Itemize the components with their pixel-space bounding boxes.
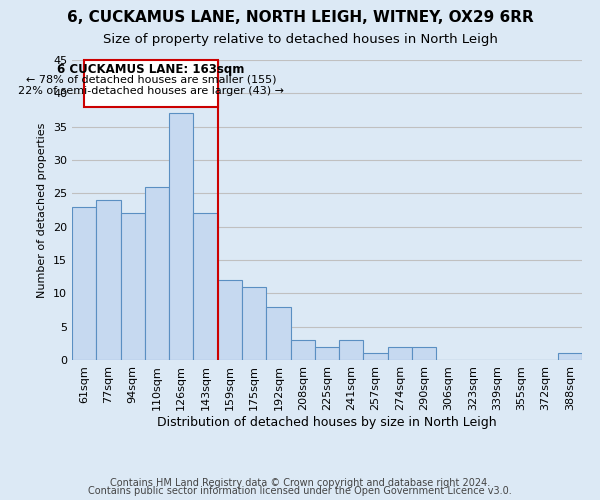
Bar [315,346,339,360]
Text: Contains public sector information licensed under the Open Government Licence v3: Contains public sector information licen… [88,486,512,496]
FancyBboxPatch shape [84,60,218,106]
Bar [72,206,96,360]
Y-axis label: Number of detached properties: Number of detached properties [37,122,47,298]
Text: Size of property relative to detached houses in North Leigh: Size of property relative to detached ho… [103,32,497,46]
Text: 6, CUCKAMUS LANE, NORTH LEIGH, WITNEY, OX29 6RR: 6, CUCKAMUS LANE, NORTH LEIGH, WITNEY, O… [67,10,533,25]
Bar [218,280,242,360]
Bar [364,354,388,360]
Bar [169,114,193,360]
Bar [290,340,315,360]
Bar [242,286,266,360]
Bar [145,186,169,360]
Bar [339,340,364,360]
Bar [388,346,412,360]
Text: 6 CUCKAMUS LANE: 163sqm: 6 CUCKAMUS LANE: 163sqm [57,64,245,76]
X-axis label: Distribution of detached houses by size in North Leigh: Distribution of detached houses by size … [157,416,497,428]
Text: Contains HM Land Registry data © Crown copyright and database right 2024.: Contains HM Land Registry data © Crown c… [110,478,490,488]
Bar [558,354,582,360]
Bar [96,200,121,360]
Bar [121,214,145,360]
Text: ← 78% of detached houses are smaller (155): ← 78% of detached houses are smaller (15… [26,74,276,85]
Bar [266,306,290,360]
Bar [412,346,436,360]
Text: 22% of semi-detached houses are larger (43) →: 22% of semi-detached houses are larger (… [18,86,284,96]
Bar [193,214,218,360]
